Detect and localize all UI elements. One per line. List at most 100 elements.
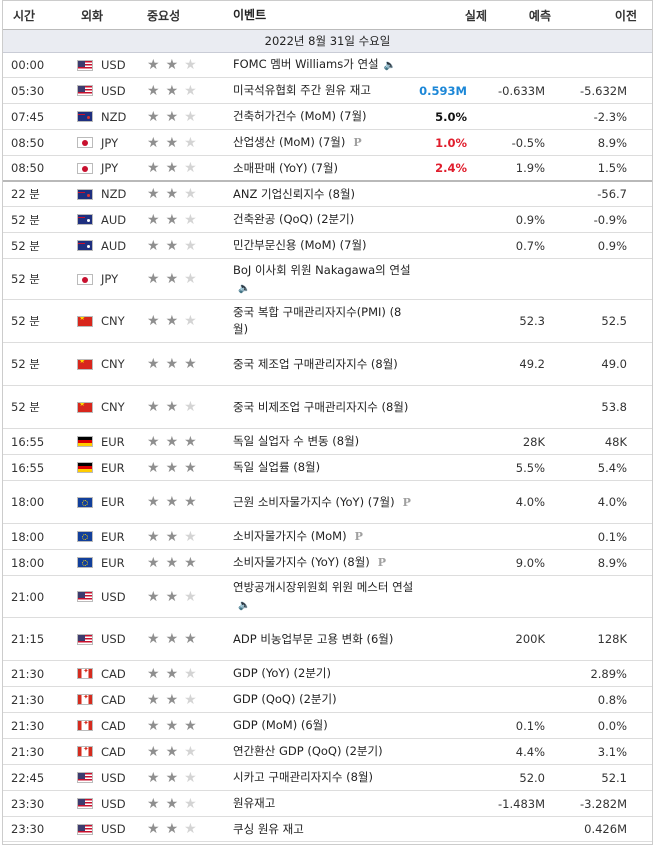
table-row[interactable]: 16:55 EUR ★ ★ ★ 독일 실업률 (8월) 5.5% 5.4% bbox=[3, 455, 652, 481]
table-row[interactable]: 18:00 EUR ★ ★ ★ 소비자물가지수 (MoM) P 0.1% bbox=[3, 524, 652, 550]
table-row[interactable]: 52 분 CNY ★ ★ ★ 중국 비제조업 구매관리자지수 (8월) 53.8 bbox=[3, 386, 652, 429]
table-row[interactable]: 21:30 CAD ★ ★ ★ 연간환산 GDP (QoQ) (2분기) 4.4% 3.1% bbox=[3, 739, 652, 765]
event-name[interactable]: 중국 비제조업 구매관리자지수 (8월) bbox=[233, 399, 415, 416]
table-row[interactable]: 18:00 EUR ★ ★ ★ 소비자물가지수 (YoY) (8월) P 9.0% 8.9% bbox=[3, 550, 652, 576]
currency-code: CNY bbox=[101, 400, 125, 414]
event-title-link[interactable]: GDP (MoM) (6월) bbox=[233, 718, 328, 732]
table-row[interactable]: 22:45 USD ★ ★ ★ 시카고 구매관리자지수 (8월) 52.0 52.1 bbox=[3, 765, 652, 791]
event-title-link[interactable]: 소비자물가지수 (YoY) (8월) bbox=[233, 555, 370, 569]
event-name[interactable]: GDP (MoM) (6월) bbox=[233, 717, 415, 734]
event-name[interactable]: BoJ 이사회 위원 Nakagawa의 연설 🔈 bbox=[233, 262, 415, 297]
event-title-link[interactable]: 소비자물가지수 (MoM) bbox=[233, 529, 347, 543]
event-previous: 2.89% bbox=[590, 666, 627, 681]
event-name[interactable]: 중국 복합 구매관리자지수(PMI) (8월) bbox=[233, 304, 415, 338]
table-row[interactable]: 07:45 NZD ★ ★ ★ 건축허가건수 (MoM) (7월) 5.0% -2.3% bbox=[3, 104, 652, 130]
header-currency[interactable]: 외화 bbox=[81, 8, 104, 23]
event-name[interactable]: 건축허가건수 (MoM) (7월) bbox=[233, 108, 415, 125]
table-row[interactable]: 21:00 USD ★ ★ ★ 연방공개시장위원회 위원 메스터 연설 🔈 bbox=[3, 576, 652, 618]
event-currency: NZD bbox=[65, 110, 145, 124]
event-time: 21:15 bbox=[11, 632, 45, 646]
currency-code: CAD bbox=[101, 666, 126, 681]
table-row[interactable]: 08:50 JPY ★ ★ ★ 소매판매 (YoY) (7월) 2.4% 1.9% 1.5% bbox=[3, 156, 652, 182]
event-title-link[interactable]: BoJ 이사회 위원 Nakagawa의 연설 bbox=[233, 262, 411, 277]
event-title-link[interactable]: GDP (YoY) (2분기) bbox=[233, 666, 331, 680]
event-title-link[interactable]: ANZ 기업신뢰지수 (8월) bbox=[233, 186, 356, 201]
currency-code: USD bbox=[101, 58, 126, 72]
event-name[interactable]: 건축완공 (QoQ) (2분기) bbox=[233, 211, 415, 228]
event-name[interactable]: 산업생산 (MoM) (7월) P bbox=[233, 134, 415, 151]
header-importance[interactable]: 중요성 bbox=[147, 8, 181, 23]
table-row[interactable]: 23:30 USD ★ ★ ★ 쿠싱 원유 재고 0.426M bbox=[3, 817, 652, 842]
event-title-link[interactable]: 중국 복합 구매관리자지수(PMI) (8월) bbox=[233, 305, 402, 336]
header-forecast[interactable]: 예측 bbox=[528, 8, 551, 23]
header-event[interactable]: 이벤트 bbox=[233, 7, 267, 22]
event-time: 21:00 bbox=[11, 589, 45, 604]
event-title-link[interactable]: 중국 비제조업 구매관리자지수 (8월) bbox=[233, 399, 409, 414]
event-name[interactable]: 민간부문신용 (MoM) (7월) bbox=[233, 237, 415, 254]
event-name[interactable]: 연간환산 GDP (QoQ) (2분기) bbox=[233, 743, 415, 760]
event-name[interactable]: 원유재고 bbox=[233, 795, 415, 812]
event-title-link[interactable]: 연간환산 GDP (QoQ) (2분기) bbox=[233, 744, 383, 758]
event-title-link[interactable]: GDP (QoQ) (2분기) bbox=[233, 692, 337, 706]
event-title-link[interactable]: 연방공개시장위원회 위원 메스터 연설 bbox=[233, 580, 414, 594]
event-name[interactable]: 근원 소비자물가지수 (YoY) (7월) P bbox=[233, 494, 415, 511]
table-row[interactable]: 52 분 CNY ★ ★ ★ 중국 복합 구매관리자지수(PMI) (8월) 52.3 52.… bbox=[3, 300, 652, 343]
table-row[interactable]: 52 분 CNY ★ ★ ★ 중국 제조업 구매관리자지수 (8월) 49.2 49.0 bbox=[3, 343, 652, 386]
event-title-link[interactable]: 중국 제조업 구매관리자지수 (8월) bbox=[233, 356, 398, 371]
event-name[interactable]: 독일 실업자 수 변동 (8월) bbox=[233, 433, 415, 450]
event-name[interactable]: 시카고 구매관리자지수 (8월) bbox=[233, 769, 415, 786]
event-name[interactable]: GDP (YoY) (2분기) bbox=[233, 665, 415, 682]
event-time: 52 분 bbox=[11, 272, 40, 286]
event-title-link[interactable]: 건축허가건수 (MoM) (7월) bbox=[233, 109, 367, 123]
event-name[interactable]: 독일 실업률 (8월) bbox=[233, 459, 415, 476]
table-row[interactable]: 00:00 USD ★ ★ ★ FOMC 멤버 Williams가 연설 🔈 bbox=[3, 53, 652, 78]
event-title-link[interactable]: 쿠싱 원유 재고 bbox=[233, 821, 304, 836]
table-row[interactable]: 21:15 USD ★ ★ ★ ADP 비농업부문 고용 변화 (6월) 200K 128K bbox=[3, 618, 652, 661]
table-row[interactable]: 21:30 CAD ★ ★ ★ GDP (QoQ) (2분기) 0.8% bbox=[3, 687, 652, 713]
table-row[interactable]: 16:55 EUR ★ ★ ★ 독일 실업자 수 변동 (8월) 28K 48K bbox=[3, 429, 652, 455]
event-title-link[interactable]: 건축완공 (QoQ) (2분기) bbox=[233, 212, 355, 226]
event-name[interactable]: 연방공개시장위원회 위원 메스터 연설 🔈 bbox=[233, 579, 415, 614]
event-name[interactable]: 소비자물가지수 (YoY) (8월) P bbox=[233, 554, 415, 571]
event-name[interactable]: FOMC 멤버 Williams가 연설 🔈 bbox=[233, 56, 415, 74]
event-name[interactable]: 중국 제조업 구매관리자지수 (8월) bbox=[233, 356, 415, 373]
table-row[interactable]: 21:30 CAD ★ ★ ★ GDP (MoM) (6월) 0.1% 0.0% bbox=[3, 713, 652, 739]
event-name[interactable]: 소비자물가지수 (MoM) P bbox=[233, 528, 415, 545]
event-title-link[interactable]: 독일 실업자 수 변동 (8월) bbox=[233, 434, 360, 448]
event-name[interactable]: 미국석유협회 주간 원유 재고 bbox=[233, 82, 415, 99]
event-title-link[interactable]: 원유재고 bbox=[233, 796, 276, 810]
event-currency: USD bbox=[65, 632, 145, 646]
header-previous[interactable]: 이전 bbox=[614, 8, 637, 23]
event-title-link[interactable]: FOMC 멤버 Williams가 연설 bbox=[233, 57, 379, 71]
event-name[interactable]: ADP 비농업부문 고용 변화 (6월) bbox=[233, 631, 415, 648]
importance-rating: ★ ★ ★ bbox=[145, 272, 233, 286]
event-time: 18:00 bbox=[11, 495, 45, 509]
table-row[interactable]: 52 분 AUD ★ ★ ★ 건축완공 (QoQ) (2분기) 0.9% -0.9% bbox=[3, 207, 652, 233]
event-title-link[interactable]: 근원 소비자물가지수 (YoY) (7월) bbox=[233, 494, 395, 509]
event-name[interactable]: 쿠싱 원유 재고 bbox=[233, 821, 415, 838]
event-name[interactable]: GDP (QoQ) (2분기) bbox=[233, 691, 415, 708]
header-time[interactable]: 시간 bbox=[13, 8, 36, 23]
event-name[interactable]: 소매판매 (YoY) (7월) bbox=[233, 160, 415, 177]
table-row[interactable]: 52 분 JPY ★ ★ ★ BoJ 이사회 위원 Nakagawa의 연설 🔈 bbox=[3, 259, 652, 300]
star-icon: ★ bbox=[147, 357, 160, 371]
table-row[interactable]: 52 분 AUD ★ ★ ★ 민간부문신용 (MoM) (7월) 0.7% 0.9% bbox=[3, 233, 652, 259]
table-row[interactable]: 05:30 USD ★ ★ ★ 미국석유협회 주간 원유 재고 0.593M -0.633M -… bbox=[3, 78, 652, 104]
table-row[interactable]: 08:50 JPY ★ ★ ★ 산업생산 (MoM) (7월) P 1.0% -0.5% 8.9% bbox=[3, 130, 652, 156]
event-title-link[interactable]: 시카고 구매관리자지수 (8월) bbox=[233, 770, 373, 784]
event-title-link[interactable]: 소매판매 (YoY) (7월) bbox=[233, 160, 339, 175]
table-row[interactable]: 18:00 EUR ★ ★ ★ 근원 소비자물가지수 (YoY) (7월) P 4.0% 4.0… bbox=[3, 481, 652, 524]
header-actual[interactable]: 실제 bbox=[464, 8, 487, 23]
table-row[interactable]: 22 분 NZD ★ ★ ★ ANZ 기업신뢰지수 (8월) -56.7 bbox=[3, 182, 652, 207]
event-name[interactable]: ANZ 기업신뢰지수 (8월) bbox=[233, 186, 415, 203]
event-forecast: 0.7% bbox=[515, 238, 545, 253]
event-title-link[interactable]: 민간부문신용 (MoM) (7월) bbox=[233, 238, 367, 252]
table-row[interactable]: 21:30 CAD ★ ★ ★ GDP (YoY) (2분기) 2.89% bbox=[3, 661, 652, 687]
event-title-link[interactable]: ADP 비농업부문 고용 변화 (6월) bbox=[233, 631, 394, 646]
event-title-link[interactable]: 산업생산 (MoM) (7월) bbox=[233, 135, 346, 149]
importance-rating: ★ ★ ★ bbox=[145, 187, 233, 201]
table-row[interactable]: 23:30 USD ★ ★ ★ 원유재고 -1.483M -3.282M bbox=[3, 791, 652, 817]
event-title-link[interactable]: 독일 실업률 (8월) bbox=[233, 460, 321, 474]
currency-code: EUR bbox=[101, 495, 125, 509]
event-title-link[interactable]: 미국석유협회 주간 원유 재고 bbox=[233, 83, 371, 97]
